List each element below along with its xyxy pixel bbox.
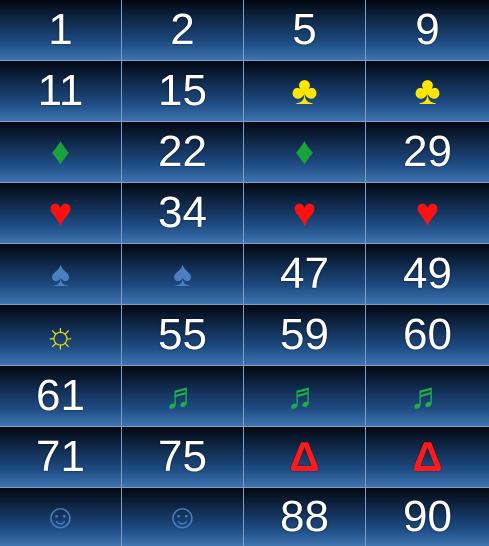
cell-number: 71	[36, 432, 85, 481]
board-cell[interactable]: ♣	[244, 61, 366, 122]
smiley-icon: ☺	[165, 498, 200, 536]
board-cell[interactable]: ♠	[0, 244, 122, 305]
board-cell[interactable]: 71	[0, 427, 122, 488]
cell-number: 2	[170, 5, 195, 54]
cell-number: 59	[280, 310, 329, 359]
music-note-icon: ♬	[164, 375, 201, 416]
delta-icon: Δ	[412, 433, 443, 480]
board-cell[interactable]: ☺	[122, 488, 244, 546]
music-note-icon: ♬	[409, 375, 446, 416]
cell-number: 22	[158, 127, 207, 176]
cell-number: 11	[37, 66, 84, 115]
cell-number: 1	[48, 5, 73, 54]
cell-number: 88	[280, 492, 329, 541]
board-cell[interactable]: ♬	[366, 366, 489, 427]
cell-number: 55	[158, 310, 207, 359]
cell-number: 90	[403, 492, 452, 541]
spade-icon: ♠	[172, 253, 193, 294]
board-cell[interactable]: 90	[366, 488, 489, 546]
sun-icon: ☼	[44, 314, 77, 355]
board-cell[interactable]: 49	[366, 244, 489, 305]
board-cell[interactable]: Δ	[366, 427, 489, 488]
board-cell[interactable]: 34	[122, 183, 244, 244]
board-cell[interactable]: ♦	[244, 122, 366, 183]
board-cell[interactable]: ♣	[366, 61, 489, 122]
club-icon: ♣	[291, 69, 318, 113]
board-cell[interactable]: ♦	[0, 122, 122, 183]
board-cell[interactable]: 15	[122, 61, 244, 122]
cell-number: 61	[36, 371, 85, 420]
cell-number: 5	[292, 5, 317, 54]
board-cell[interactable]: 75	[122, 427, 244, 488]
board-cell[interactable]: ♠	[122, 244, 244, 305]
board-cell[interactable]: ♥	[0, 183, 122, 244]
cell-number: 75	[158, 432, 207, 481]
board-cell[interactable]: 88	[244, 488, 366, 546]
board-cell[interactable]: ♥	[366, 183, 489, 244]
heart-icon: ♥	[292, 191, 317, 235]
delta-icon: Δ	[289, 433, 320, 480]
music-note-icon: ♬	[286, 375, 323, 416]
board-cell[interactable]: ☺	[0, 488, 122, 546]
board-cell[interactable]: 1	[0, 0, 122, 61]
club-icon: ♣	[414, 69, 441, 113]
cell-number: 29	[403, 127, 452, 176]
board-cell[interactable]: 9	[366, 0, 489, 61]
heart-icon: ♥	[48, 191, 73, 235]
board-cell[interactable]: 5	[244, 0, 366, 61]
cell-number: 47	[280, 249, 329, 298]
diamond-icon: ♦	[50, 131, 71, 173]
heart-icon: ♥	[415, 191, 440, 235]
board-cell[interactable]: 60	[366, 305, 489, 366]
spade-icon: ♠	[50, 253, 71, 294]
board-cell[interactable]: 61	[0, 366, 122, 427]
board-cell[interactable]: 22	[122, 122, 244, 183]
board-cell[interactable]: 47	[244, 244, 366, 305]
cell-number: 60	[403, 310, 452, 359]
board-cell[interactable]: Δ	[244, 427, 366, 488]
board-cell[interactable]: ☼	[0, 305, 122, 366]
board-cell[interactable]: 59	[244, 305, 366, 366]
cell-number: 34	[158, 188, 207, 237]
board-cell[interactable]: ♬	[244, 366, 366, 427]
board-cell[interactable]: 11	[0, 61, 122, 122]
board-cell[interactable]: 2	[122, 0, 244, 61]
cell-number: 15	[158, 66, 207, 115]
smiley-icon: ☺	[43, 498, 78, 536]
board-cell[interactable]: 55	[122, 305, 244, 366]
board-cell[interactable]: ♥	[244, 183, 366, 244]
board-cell[interactable]: ♬	[122, 366, 244, 427]
cell-number: 49	[403, 249, 452, 298]
cell-number: 9	[415, 5, 440, 54]
board-cell[interactable]: 29	[366, 122, 489, 183]
diamond-icon: ♦	[294, 131, 315, 173]
